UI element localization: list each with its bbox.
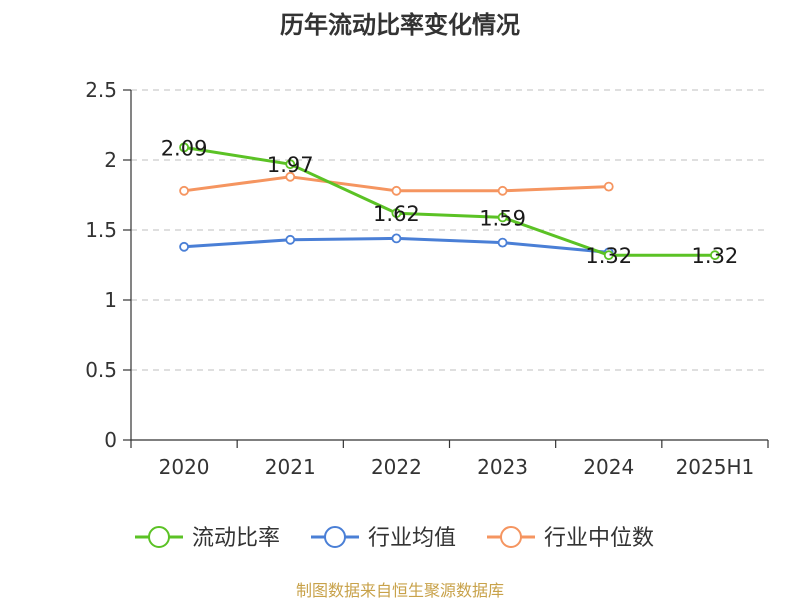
data-point (391, 208, 402, 219)
x-tick-label: 2020 (159, 455, 210, 479)
y-tick-label: 1 (104, 288, 117, 312)
data-label: 1.97 (267, 153, 314, 177)
data-point (285, 159, 296, 170)
data-point (285, 234, 296, 245)
series-lines (179, 142, 720, 261)
chart-title: 历年流动比率变化情况 (280, 11, 520, 39)
data-point (179, 142, 189, 153)
y-tick-label: 2 (104, 148, 117, 172)
data-source-note: 制图数据来自恒生聚源数据库 (296, 581, 504, 600)
data-point (391, 233, 402, 244)
data-point (497, 185, 508, 196)
data-point (603, 250, 614, 261)
data-label: 1.59 (479, 206, 526, 230)
x-tick-label: 2024 (583, 455, 634, 479)
x-tick-label: 2025H1 (676, 455, 755, 479)
y-tick-label: 0 (104, 428, 117, 452)
legend-circle-marker (324, 526, 346, 548)
y-tick-label: 1.5 (85, 218, 117, 242)
data-label: 1.32 (585, 244, 632, 268)
x-tick-label: 2021 (265, 455, 316, 479)
data-point (179, 241, 189, 252)
series-line-1 (183, 145, 715, 257)
data-point (710, 250, 720, 261)
axes: 0 0.5 1 1.5 2 2.5 2020 2021 2022 2023 2024 2025H1 (85, 78, 769, 479)
data-label: 1.32 (692, 244, 739, 268)
x-tick-label: 2022 (371, 455, 422, 479)
data-label: 1.62 (373, 202, 420, 226)
legend-circle-marker (500, 526, 522, 548)
data-point (497, 212, 508, 223)
y-tick-label: 2.5 (85, 78, 117, 102)
data-point (179, 185, 189, 196)
data-point (603, 181, 614, 192)
gridlines (131, 89, 768, 371)
data-label: 2.09 (161, 136, 208, 160)
legend: 流动比率 行业均值 行业中位数 (135, 526, 654, 551)
data-point (391, 185, 402, 196)
data-point (497, 237, 508, 248)
data-labels: 2.09 1.97 1.62 1.59 1.32 1.32 (161, 136, 739, 268)
data-point (285, 171, 296, 182)
y-tick-label: 0.5 (85, 358, 117, 382)
legend-label: 流动比率 (192, 526, 280, 551)
legend-circle-marker (148, 526, 170, 548)
legend-label: 行业均值 (368, 526, 456, 551)
x-tick-label: 2023 (477, 455, 528, 479)
legend-label: 行业中位数 (544, 526, 654, 551)
